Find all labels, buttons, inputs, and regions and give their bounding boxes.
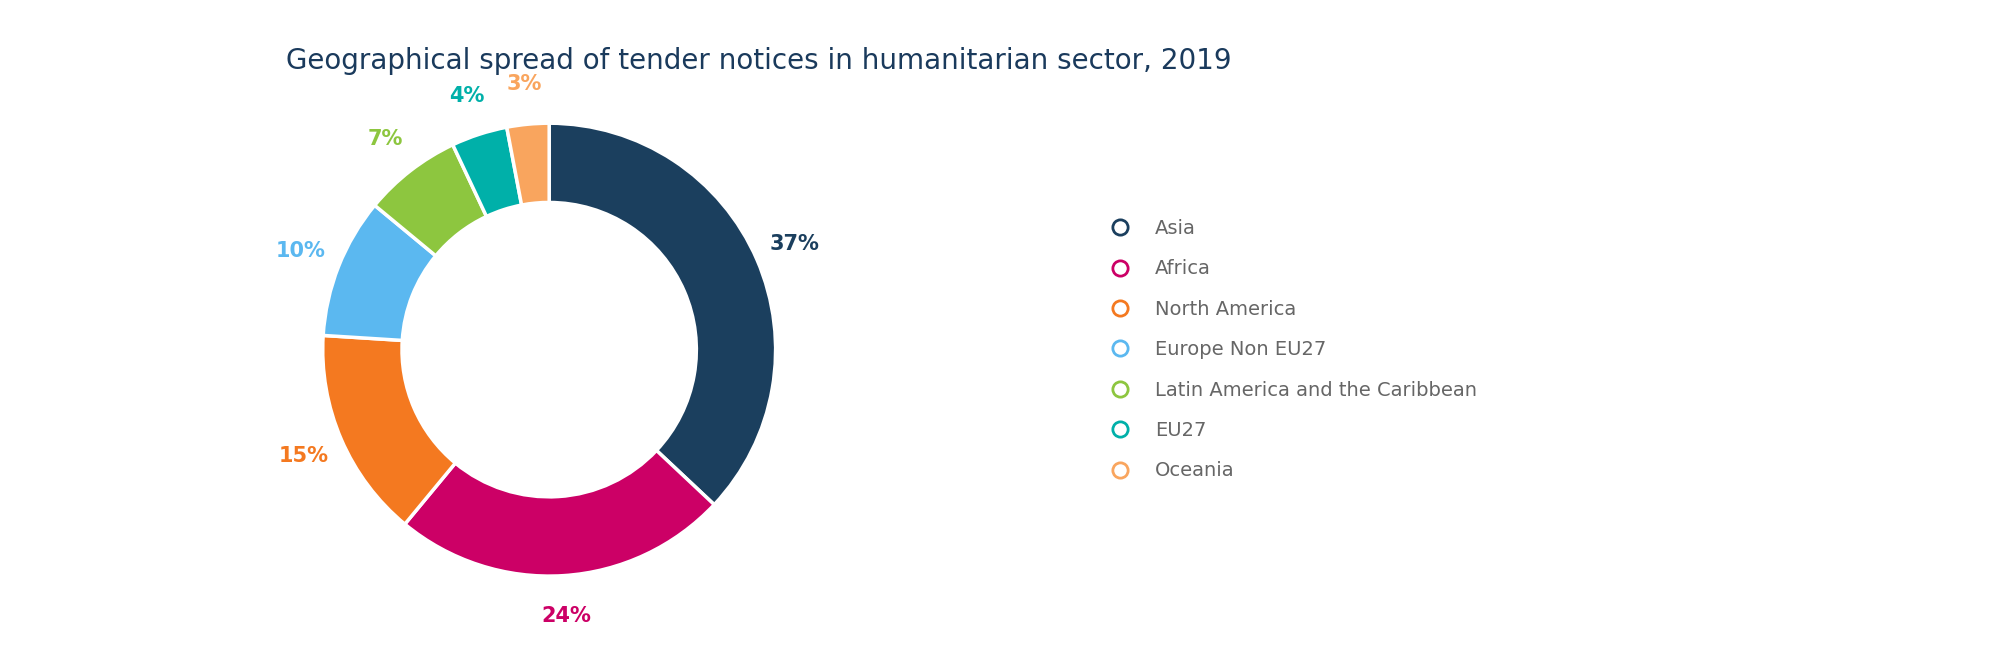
Text: 15%: 15% xyxy=(280,446,330,466)
Wedge shape xyxy=(375,145,487,256)
Text: 24%: 24% xyxy=(541,606,591,626)
Wedge shape xyxy=(324,205,435,340)
Text: Geographical spread of tender notices in humanitarian sector, 2019: Geographical spread of tender notices in… xyxy=(286,47,1232,75)
Text: 10%: 10% xyxy=(276,241,326,261)
Wedge shape xyxy=(405,450,715,576)
Legend: Asia, Africa, North America, Europe Non EU27, Latin America and the Caribbean, E: Asia, Africa, North America, Europe Non … xyxy=(1092,211,1486,488)
Wedge shape xyxy=(507,123,549,205)
Text: 37%: 37% xyxy=(769,234,819,254)
Text: 4%: 4% xyxy=(449,85,485,105)
Wedge shape xyxy=(549,123,775,505)
Text: 3%: 3% xyxy=(507,74,541,94)
Wedge shape xyxy=(453,127,521,216)
Wedge shape xyxy=(324,336,455,524)
Text: 7%: 7% xyxy=(367,129,403,149)
